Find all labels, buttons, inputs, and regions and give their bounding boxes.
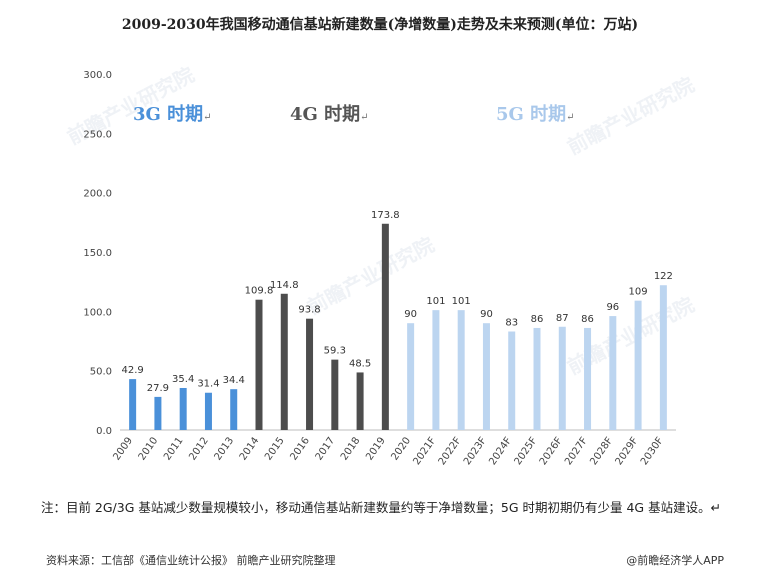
data-label: 173.8 [371, 210, 400, 221]
return-mark-icon: ↵ [360, 112, 369, 123]
y-tick-label: 200.0 [83, 189, 112, 200]
data-label: 101 [452, 296, 471, 307]
bar [558, 326, 566, 430]
data-label: 34.4 [223, 375, 245, 386]
x-tick-label: 2023F [462, 435, 489, 467]
bar [457, 310, 465, 430]
period-label-4g: 4G 时期↵ [290, 100, 369, 126]
data-label: 42.9 [122, 365, 144, 376]
bar [508, 331, 516, 430]
bar [306, 318, 314, 430]
bar-chart: 0.0 50.0 100.0 150.0 200.0 250.0 300.0 42.9 2009… [83, 70, 676, 467]
bar [179, 387, 187, 430]
x-tick-label: 2019 [364, 435, 388, 462]
bar [280, 293, 288, 430]
bar [533, 327, 541, 430]
data-label: 87 [556, 313, 569, 324]
bar [381, 223, 389, 430]
x-tick-label: 2011 [162, 435, 186, 462]
bar [230, 389, 238, 430]
bar [204, 392, 212, 430]
x-tick-label: 2025F [513, 435, 540, 467]
y-tick-label: 150.0 [83, 248, 112, 259]
x-tick-label: 2017 [314, 435, 338, 462]
data-label: 114.8 [270, 280, 299, 291]
bar [331, 359, 339, 430]
data-label: 109 [629, 287, 648, 298]
x-tick-label: 2018 [339, 435, 363, 462]
x-tick-label: 2020 [389, 435, 413, 462]
data-label: 83 [505, 318, 518, 329]
x-tick-label: 2012 [187, 435, 211, 462]
bar [659, 285, 667, 430]
data-label: 90 [480, 309, 493, 320]
bar [482, 323, 490, 430]
period-label-3g-text: 3G 时期 [133, 104, 204, 125]
y-tick-label: 50.0 [90, 367, 112, 378]
data-label: 101 [426, 296, 445, 307]
period-label-5g: 5G 时期↵ [496, 100, 575, 126]
data-label: 96 [606, 302, 619, 313]
period-label-3g: 3G 时期↵ [133, 100, 212, 126]
data-label: 35.4 [172, 374, 194, 385]
bar [154, 396, 162, 430]
y-tick-label: 250.0 [83, 129, 112, 140]
return-mark-icon: ↵ [203, 112, 212, 123]
y-tick-label: 300.0 [83, 70, 112, 81]
data-label: 86 [581, 314, 594, 325]
x-tick-label: 2021F [411, 435, 438, 467]
x-tick-label: 2026F [538, 435, 565, 467]
chart-title: 2009-2030年我国移动通信基站新建数量(净增数量)走势及未来预测(单位：万… [121, 17, 639, 33]
bar [609, 316, 617, 430]
bar [584, 327, 592, 430]
x-tick-label: 2009 [111, 435, 135, 462]
x-tick-label: 2028F [588, 435, 615, 467]
data-label: 109.8 [245, 286, 274, 297]
x-tick-label: 2027F [563, 435, 590, 467]
y-tick-label: 0.0 [96, 426, 112, 437]
bar [356, 372, 364, 430]
bar [432, 310, 440, 430]
x-tick-label: 2010 [137, 435, 161, 462]
bar [255, 299, 263, 430]
data-label: 122 [654, 271, 673, 282]
period-label-4g-text: 4G 时期 [290, 104, 361, 125]
data-label: 93.8 [298, 305, 320, 316]
data-label: 48.5 [349, 358, 371, 369]
x-tick-label: 2029F [614, 435, 641, 467]
x-tick-label: 2016 [288, 435, 312, 462]
bar [129, 379, 137, 430]
x-tick-label: 2015 [263, 435, 287, 462]
data-label: 31.4 [197, 379, 219, 390]
x-tick-label: 2024F [487, 435, 514, 467]
bar [634, 300, 642, 430]
period-label-5g-text: 5G 时期 [496, 104, 567, 125]
x-tick-label: 2022F [437, 435, 464, 467]
bar [407, 323, 415, 430]
data-label: 59.3 [324, 346, 346, 357]
y-tick-label: 100.0 [83, 307, 112, 318]
x-tick-label: 2014 [238, 435, 262, 462]
data-label: 86 [531, 314, 544, 325]
return-mark-icon: ↵ [566, 112, 575, 123]
credit-text: @前瞻经济学人APP [626, 554, 724, 567]
x-tick-label: 2013 [213, 435, 237, 462]
x-tick-label: 2030F [639, 435, 666, 467]
data-label: 27.9 [147, 383, 169, 394]
source-text: 资料来源：工信部《通信业统计公报》 前瞻产业研究院整理 [46, 554, 336, 567]
data-label: 90 [404, 309, 417, 320]
footnote: 注：目前 2G/3G 基站减少数量规模较小，移动通信基站新建数量约等于净增数量；… [40, 500, 722, 515]
